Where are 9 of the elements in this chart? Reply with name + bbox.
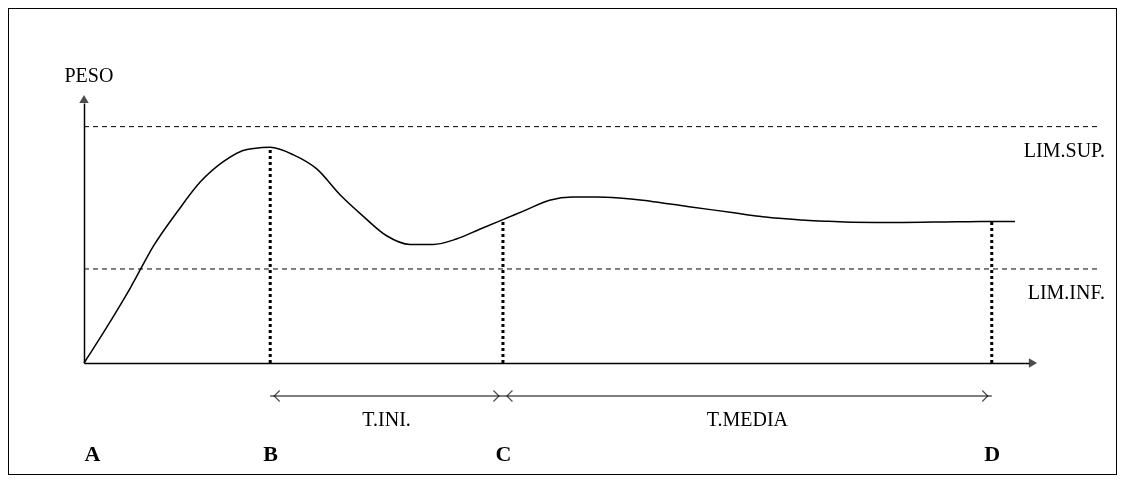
ref-line-label: LIM.SUP. — [1023, 138, 1105, 161]
ref-line-label: LIM.INF. — [1027, 280, 1105, 303]
y-axis-title: PESO — [64, 63, 114, 86]
x-tick-label: D — [984, 440, 1001, 466]
x-tick-label: A — [84, 440, 101, 466]
x-tick-label: B — [263, 440, 279, 466]
text: T.MEDIA — [706, 408, 789, 430]
x-tick-label: C — [495, 440, 512, 466]
text: T.INI. — [362, 408, 411, 430]
